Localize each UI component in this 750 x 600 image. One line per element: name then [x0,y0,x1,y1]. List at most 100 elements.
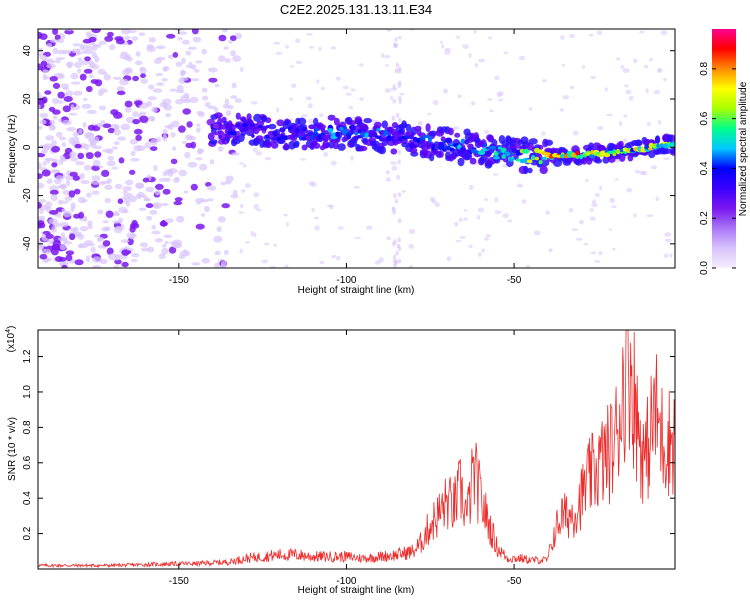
spectrogram-noise-point [38,162,43,169]
spectrogram-noise-point [109,44,116,51]
ridge-halo-point [539,165,548,175]
spectrogram-noise-point [181,57,186,64]
spectrogram-noise-point [622,68,630,73]
spectrogram-noise-point [560,35,565,40]
spectrogram-noise-point [106,247,114,255]
spectrogram-noise-point [76,68,82,74]
spectrogram-noise-point [309,46,315,49]
spectrogram-noise-point [44,90,52,95]
colorbar-tick-label: 0.4 [699,161,710,175]
spectrogram-noise-point [239,204,244,209]
spectrogram-noise-point [454,221,459,227]
spectrogram-noise-point [208,105,218,110]
spectrogram-noise-point [49,120,56,125]
ridge-core-point [437,144,445,150]
spectrogram-noise-point [110,109,119,116]
spectrogram-noise-point [39,253,48,260]
spectrogram-noise-point [83,143,90,151]
spectrogram-noise-point [225,175,234,182]
spectrogram-noise-point [77,212,85,219]
ridge-core-point [310,135,314,140]
spectrogram-noise-point [147,96,157,101]
spectrogram-noise-point [241,189,246,194]
ridge-core-point [504,151,511,157]
ridge-core-point [515,150,521,156]
ridge-core-point [478,150,486,156]
spectrogram-noise-point [86,109,97,115]
ridge-halo-point [297,117,307,126]
spectrogram-noise-point [145,203,154,209]
spectrogram-noise-point [548,248,553,253]
spectrogram-noise-point [165,112,171,118]
ridge-core-point [579,155,584,159]
spectrogram-noise-point [132,75,140,82]
spectrogram-noise-point [200,199,209,203]
spectrogram-noise-point [594,260,601,263]
spectrogram-noise-point [458,217,463,222]
spectrogram-noise-point [314,225,320,231]
spectrogram-noise-point [358,63,364,67]
spectrogram-noise-point [434,201,440,208]
spectrogram-noise-point [342,85,349,90]
colorbar-tick-label: 0.6 [699,111,710,125]
ridge-halo-point [214,112,223,119]
ridge-core-point [409,134,414,140]
ridge-halo-point [265,141,272,149]
spectrogram-noise-point [173,178,180,183]
spectrogram-noise-point [62,49,72,55]
spectrogram-noise-point [52,240,61,246]
spectrogram-noise-point [38,91,41,98]
spectrogram-noise-point [478,58,485,63]
spectrogram-noise-point [623,138,628,143]
spectrogram-noise-point [383,54,391,59]
spectrogram-noise-point [401,190,407,193]
spectrogram-noise-point [473,30,477,34]
spectrogram-noise-point [394,68,399,74]
ridge-core-point [313,131,319,137]
spectrogram-noise-point [196,127,201,133]
spectrogram-noise-point [55,256,63,262]
spectrogram-noise-point [639,170,645,175]
ridge-halo-point [520,136,529,145]
ridge-halo-point [390,148,398,155]
spectrogram-noise-point [225,110,232,116]
ridge-halo-point [643,139,649,147]
colorbar-label: Normalized spectral amplitude [738,81,749,216]
spectrogram-noise-point [218,34,227,42]
spectrogram-noise-point [121,261,129,268]
spectrogram-noise-point [261,259,269,264]
colorbar: 0.0 0.2 0.4 0.6 0.8 Normalized spectral ampl… [699,29,749,275]
spectrogram-noise-point [154,57,162,65]
spectrogram-noise-point [385,170,390,175]
spectrogram-noise-point [614,158,621,163]
spectrogram-noise-point [163,234,172,239]
spectrogram-noise-point [70,157,79,162]
ridge-core-point [422,134,430,139]
ridge-core-point [405,131,410,137]
spectrogram-noise-point [195,157,203,161]
ridge-core-point [463,149,470,154]
spectrogram-noise-point [117,198,124,204]
ridge-core-point [374,135,382,139]
ridge-core-point [376,127,381,133]
spectrogram-noise-point [155,183,164,190]
spectrogram-noise-point [164,169,173,175]
spectrogram-noise-point [214,83,220,88]
ridge-halo-point [438,150,444,158]
ridge-core-point [247,129,252,134]
ridge-halo-point [292,142,300,149]
spectrogram-noise-point [116,86,125,92]
spectrogram-noise-point [207,185,217,191]
spectrogram-noise-point [231,82,237,89]
ridge-halo-point [594,158,603,164]
spectrogram-noise-point [162,134,168,142]
ridge-halo-point [283,142,289,151]
spectrogram-noise-point [80,60,90,66]
spectrogram-noise-point [391,115,396,121]
spectrogram-noise-point [395,112,400,118]
spectrogram-noise-point [154,238,164,243]
spectrogram-noise-point [198,148,205,154]
spectrogram-noise-point [69,151,77,159]
ridge-halo-point [486,134,494,141]
spectrogram-noise-point [59,221,69,228]
